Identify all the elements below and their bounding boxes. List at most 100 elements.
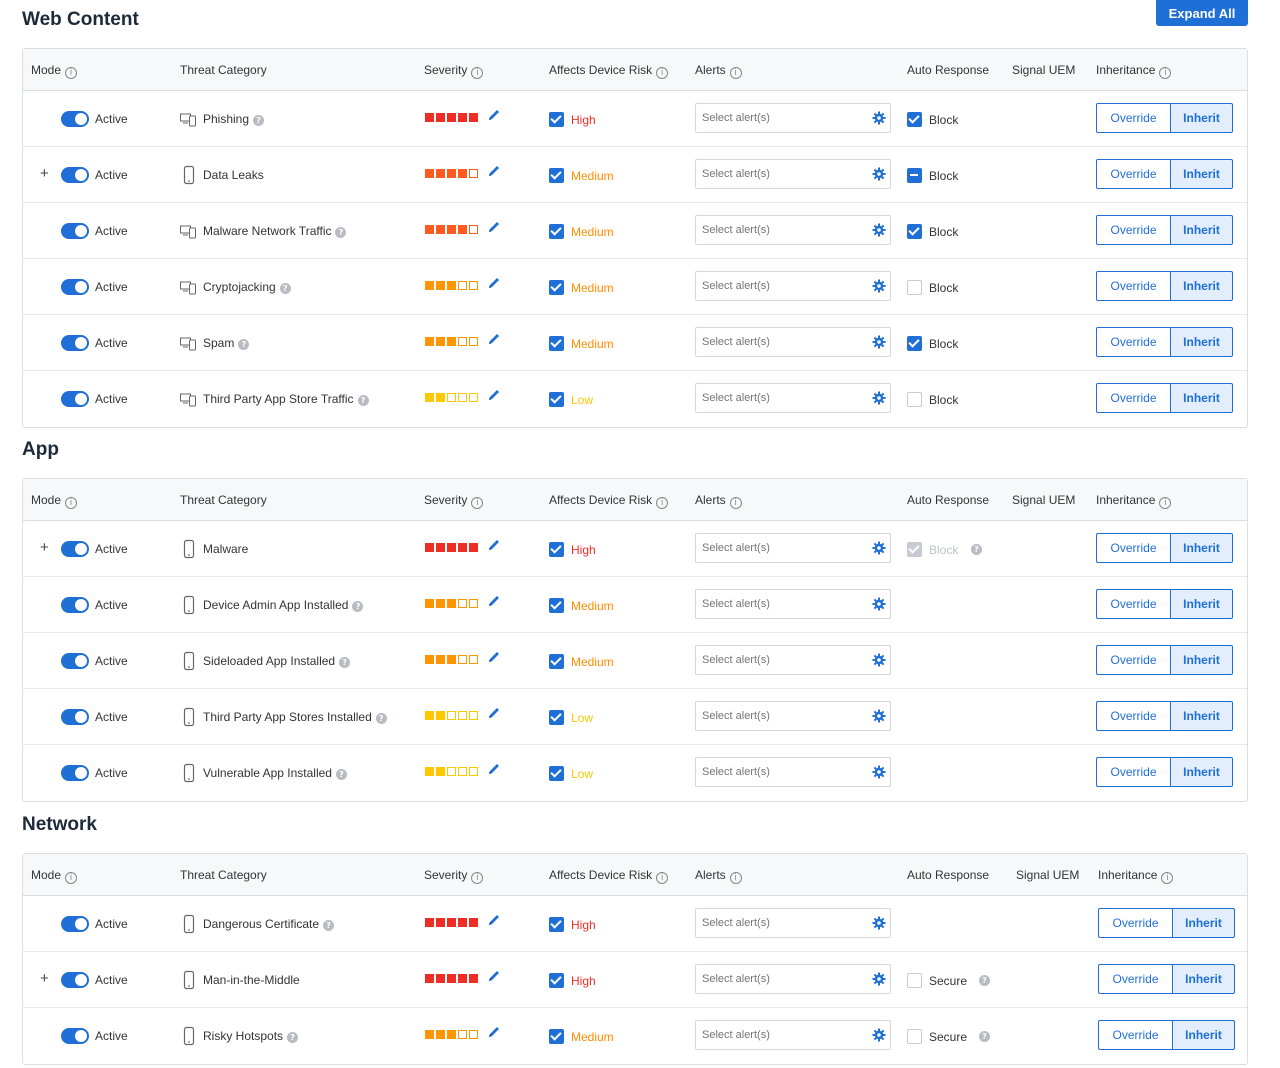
- alerts-select-input[interactable]: [695, 964, 891, 994]
- mode-toggle[interactable]: [61, 1028, 89, 1044]
- override-button[interactable]: Override: [1096, 215, 1170, 245]
- gear-icon[interactable]: [872, 391, 886, 405]
- inherit-button[interactable]: Inherit: [1172, 964, 1235, 994]
- help-icon[interactable]: ?: [279, 283, 291, 294]
- info-icon[interactable]: i: [656, 67, 669, 79]
- info-icon[interactable]: i: [1159, 497, 1172, 509]
- mode-toggle[interactable]: [61, 541, 89, 557]
- auto-response-checkbox[interactable]: [907, 1029, 922, 1044]
- edit-severity-icon[interactable]: [487, 913, 501, 927]
- info-icon[interactable]: i: [1161, 872, 1174, 884]
- affects-device-risk-checkbox[interactable]: [549, 654, 564, 669]
- inherit-button[interactable]: Inherit: [1172, 1020, 1235, 1050]
- override-button[interactable]: Override: [1096, 103, 1170, 133]
- gear-icon[interactable]: [872, 223, 886, 237]
- gear-icon[interactable]: [872, 653, 886, 667]
- auto-response-checkbox[interactable]: [907, 112, 922, 127]
- help-icon[interactable]: ?: [375, 713, 387, 724]
- expand-row-icon[interactable]: +: [40, 539, 49, 556]
- alerts-select-input[interactable]: [695, 1020, 891, 1050]
- gear-icon[interactable]: [872, 597, 886, 611]
- gear-icon[interactable]: [872, 541, 886, 555]
- edit-severity-icon[interactable]: [487, 276, 501, 290]
- info-icon[interactable]: i: [729, 67, 742, 79]
- inherit-button[interactable]: Inherit: [1172, 908, 1235, 938]
- override-button[interactable]: Override: [1096, 533, 1170, 563]
- gear-icon[interactable]: [872, 111, 886, 125]
- affects-device-risk-checkbox[interactable]: [549, 917, 564, 932]
- info-icon[interactable]: i: [729, 497, 742, 509]
- auto-response-checkbox[interactable]: [907, 224, 922, 239]
- override-button[interactable]: Override: [1096, 701, 1170, 731]
- inherit-button[interactable]: Inherit: [1170, 271, 1233, 301]
- info-icon[interactable]: i: [471, 872, 484, 884]
- edit-severity-icon[interactable]: [487, 388, 501, 402]
- affects-device-risk-checkbox[interactable]: [549, 766, 564, 781]
- edit-severity-icon[interactable]: [487, 706, 501, 720]
- gear-icon[interactable]: [872, 709, 886, 723]
- override-button[interactable]: Override: [1096, 645, 1170, 675]
- alerts-select-input[interactable]: [695, 103, 891, 133]
- override-button[interactable]: Override: [1098, 1020, 1172, 1050]
- edit-severity-icon[interactable]: [487, 594, 501, 608]
- alerts-select-input[interactable]: [695, 645, 891, 675]
- info-icon[interactable]: i: [471, 497, 484, 509]
- mode-toggle[interactable]: [61, 972, 89, 988]
- help-icon[interactable]: ?: [339, 657, 351, 668]
- affects-device-risk-checkbox[interactable]: [549, 542, 564, 557]
- override-button[interactable]: Override: [1098, 908, 1172, 938]
- mode-toggle[interactable]: [61, 223, 89, 239]
- auto-response-checkbox[interactable]: [907, 336, 922, 351]
- mode-toggle[interactable]: [61, 335, 89, 351]
- alerts-select-input[interactable]: [695, 271, 891, 301]
- auto-response-checkbox[interactable]: [907, 392, 922, 407]
- help-icon[interactable]: ?: [287, 1032, 299, 1043]
- help-icon[interactable]: ?: [357, 395, 369, 406]
- override-button[interactable]: Override: [1096, 159, 1170, 189]
- affects-device-risk-checkbox[interactable]: [549, 224, 564, 239]
- help-icon[interactable]: ?: [253, 115, 265, 126]
- gear-icon[interactable]: [872, 1028, 886, 1042]
- alerts-select-input[interactable]: [695, 327, 891, 357]
- info-icon[interactable]: i: [656, 872, 669, 884]
- edit-severity-icon[interactable]: [487, 762, 501, 776]
- gear-icon[interactable]: [872, 916, 886, 930]
- info-icon[interactable]: i: [65, 872, 78, 884]
- affects-device-risk-checkbox[interactable]: [549, 280, 564, 295]
- alerts-select-input[interactable]: [695, 757, 891, 787]
- affects-device-risk-checkbox[interactable]: [549, 598, 564, 613]
- edit-severity-icon[interactable]: [487, 108, 501, 122]
- edit-severity-icon[interactable]: [487, 1025, 501, 1039]
- alerts-select-input[interactable]: [695, 215, 891, 245]
- gear-icon[interactable]: [872, 279, 886, 293]
- affects-device-risk-checkbox[interactable]: [549, 112, 564, 127]
- mode-toggle[interactable]: [61, 597, 89, 613]
- mode-toggle[interactable]: [61, 167, 89, 183]
- inherit-button[interactable]: Inherit: [1170, 645, 1233, 675]
- inherit-button[interactable]: Inherit: [1170, 589, 1233, 619]
- help-icon[interactable]: ?: [238, 339, 250, 350]
- inherit-button[interactable]: Inherit: [1170, 159, 1233, 189]
- inherit-button[interactable]: Inherit: [1170, 215, 1233, 245]
- mode-toggle[interactable]: [61, 765, 89, 781]
- override-button[interactable]: Override: [1098, 964, 1172, 994]
- help-icon[interactable]: ?: [323, 920, 335, 931]
- auto-response-checkbox[interactable]: [907, 280, 922, 295]
- override-button[interactable]: Override: [1096, 383, 1170, 413]
- auto-response-checkbox[interactable]: [907, 168, 922, 183]
- gear-icon[interactable]: [872, 167, 886, 181]
- inherit-button[interactable]: Inherit: [1170, 327, 1233, 357]
- edit-severity-icon[interactable]: [487, 332, 501, 346]
- alerts-select-input[interactable]: [695, 533, 891, 563]
- gear-icon[interactable]: [872, 335, 886, 349]
- affects-device-risk-checkbox[interactable]: [549, 168, 564, 183]
- inherit-button[interactable]: Inherit: [1170, 701, 1233, 731]
- override-button[interactable]: Override: [1096, 327, 1170, 357]
- expand-row-icon[interactable]: +: [40, 970, 49, 987]
- alerts-select-input[interactable]: [695, 383, 891, 413]
- affects-device-risk-checkbox[interactable]: [549, 710, 564, 725]
- gear-icon[interactable]: [872, 972, 886, 986]
- edit-severity-icon[interactable]: [487, 164, 501, 178]
- mode-toggle[interactable]: [61, 653, 89, 669]
- alerts-select-input[interactable]: [695, 701, 891, 731]
